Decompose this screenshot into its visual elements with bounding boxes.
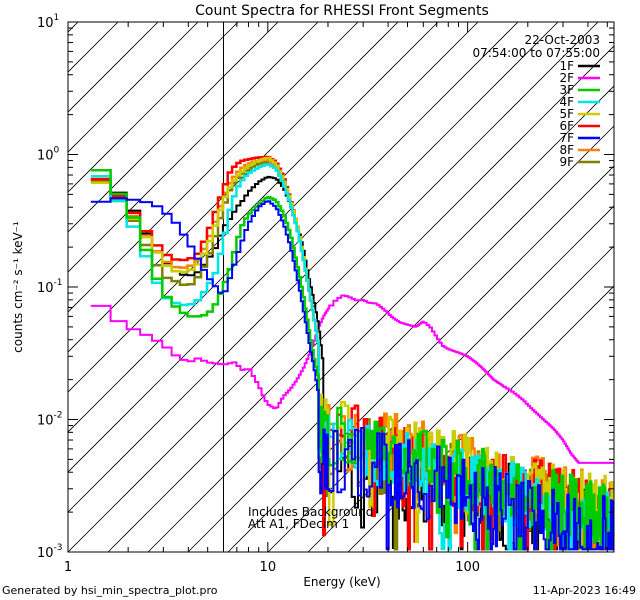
series-layer bbox=[90, 155, 614, 551]
series-7F-line bbox=[90, 197, 614, 551]
hatch-line bbox=[347, 285, 614, 552]
hatch-line bbox=[68, 22, 279, 233]
hatch-line bbox=[107, 45, 614, 552]
hatch-line bbox=[147, 85, 614, 552]
legend-entry-label: 7F bbox=[559, 131, 574, 145]
series-2F-line bbox=[90, 294, 614, 464]
hatch-line bbox=[68, 22, 359, 313]
legend-entry-label: 9F bbox=[559, 155, 574, 169]
generated-by-label: Generated by hsi_min_spectra_plot.pro bbox=[2, 584, 218, 597]
hatch-line bbox=[68, 22, 479, 433]
x-tick-label: 10 bbox=[260, 560, 277, 575]
y-axis-label: counts cm⁻² s⁻¹ keV⁻¹ bbox=[11, 221, 25, 353]
x-tick-label: 1 bbox=[64, 560, 72, 575]
legend-entry-label: 2F bbox=[559, 71, 574, 85]
legend-entry-label: 4F bbox=[559, 95, 574, 109]
legend-entry-label: 6F bbox=[559, 119, 574, 133]
x-tick-label: 100 bbox=[455, 560, 480, 575]
hatch-line bbox=[68, 22, 119, 73]
x-axis-label: Energy (keV) bbox=[303, 575, 380, 589]
hatch-line bbox=[68, 22, 399, 353]
hatch-line bbox=[187, 125, 614, 552]
hatch-line bbox=[68, 22, 319, 273]
legend-entry-label: 3F bbox=[559, 83, 574, 97]
legend-entry-label: 5F bbox=[559, 107, 574, 121]
hatch-line bbox=[68, 22, 239, 193]
time-range-label: 07:54:00 to 07:55:00 bbox=[473, 46, 600, 60]
timestamp-label: 11-Apr-2023 16:49 bbox=[533, 584, 636, 597]
legend-entry-label: 1F bbox=[559, 59, 574, 73]
annotation-attenuator: Att A1, FDecim 1 bbox=[248, 517, 349, 531]
hatch-line bbox=[68, 22, 199, 153]
legend-entry-label: 8F bbox=[559, 143, 574, 157]
y-tick-label: 10-3 bbox=[37, 543, 63, 561]
chart-title: Count Spectra for RHESSI Front Segments bbox=[195, 3, 489, 19]
hatch-line bbox=[68, 22, 159, 113]
hatch-line bbox=[68, 22, 519, 473]
date-label: 22-Oct-2003 bbox=[524, 33, 600, 47]
y-tick-label: 100 bbox=[37, 146, 60, 164]
y-tick-label: 101 bbox=[37, 13, 59, 31]
y-tick-label: 10-1 bbox=[37, 278, 63, 296]
axis-ticks bbox=[67, 22, 614, 553]
hatch-line bbox=[68, 22, 599, 552]
series-3F-line bbox=[90, 169, 614, 551]
y-tick-label: 10-2 bbox=[37, 411, 63, 429]
annotation-background: Includes Background bbox=[248, 505, 373, 519]
hatch-line bbox=[68, 22, 559, 513]
legend: 1F 2F 3F 4F 5F 6F 7F 8F 9F bbox=[559, 59, 600, 169]
